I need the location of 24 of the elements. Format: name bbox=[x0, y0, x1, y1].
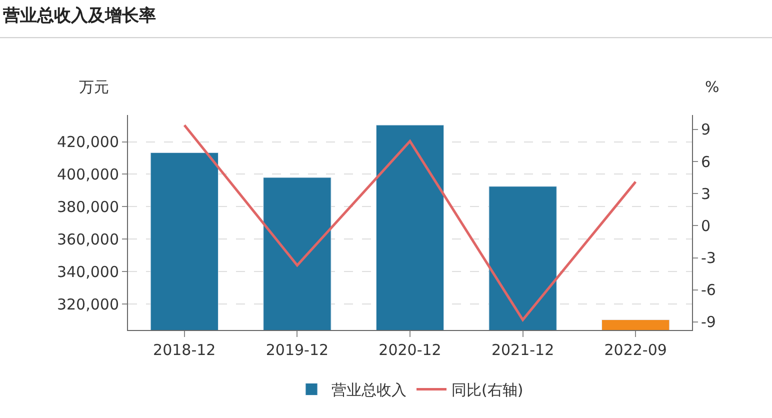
y2-tick-label: 6 bbox=[701, 152, 711, 171]
y-tick-label: 360,000 bbox=[56, 230, 119, 248]
legend-label: 营业总收入 bbox=[332, 381, 406, 400]
legend-label: 同比(右轴) bbox=[452, 381, 524, 400]
y-tick-label: 400,000 bbox=[56, 165, 119, 184]
line-series bbox=[183, 124, 637, 322]
y2-tick-label: -6 bbox=[701, 281, 716, 300]
y2-tick-label: 3 bbox=[701, 184, 711, 203]
y2-tick-label: 9 bbox=[701, 120, 711, 139]
y-tick-label: 420,000 bbox=[56, 133, 119, 152]
y-tick-label: 320,000 bbox=[56, 295, 119, 314]
y2-tick-label: -9 bbox=[701, 313, 716, 332]
y-tick-label: 380,000 bbox=[56, 198, 119, 216]
x-tick-label: 2022-09 bbox=[604, 341, 667, 359]
x-tick-label: 2020-12 bbox=[378, 341, 442, 359]
y2-tick-label: -3 bbox=[701, 249, 716, 268]
y2-axis-title: % bbox=[705, 78, 720, 96]
x-tick-label: 2021-12 bbox=[491, 341, 554, 359]
chart-title: 营业总收入及增长率 bbox=[2, 6, 156, 26]
y-tick-label: 340,000 bbox=[56, 262, 119, 281]
y-axis-title: 万元 bbox=[79, 78, 109, 96]
y2-tick-label: 0 bbox=[701, 216, 711, 235]
x-tick-label: 2018-12 bbox=[153, 341, 216, 359]
x-tick-label: 2019-12 bbox=[266, 341, 329, 359]
